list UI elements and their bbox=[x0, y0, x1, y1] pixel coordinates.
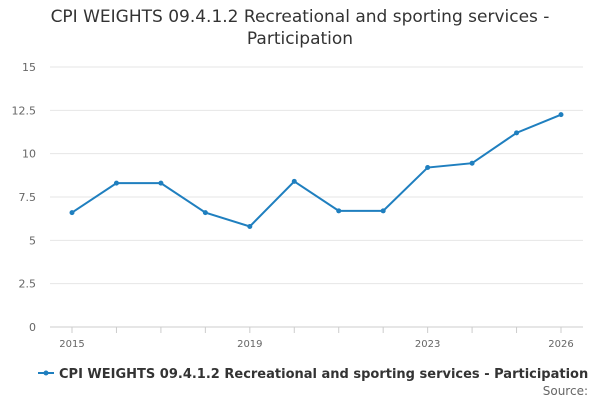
data-point bbox=[202, 210, 208, 216]
data-point bbox=[425, 165, 431, 171]
series-line-0 bbox=[71, 113, 562, 228]
y-tick-label: 7.5 bbox=[19, 191, 37, 204]
y-tick-label: 0 bbox=[29, 321, 36, 334]
chart-title-line-2: Participation bbox=[246, 29, 354, 49]
y-tick-label: 5 bbox=[29, 234, 36, 247]
x-tick-label: 2019 bbox=[237, 339, 262, 350]
data-point bbox=[514, 130, 520, 136]
data-point bbox=[336, 208, 342, 214]
x-tick-label: 2015 bbox=[59, 339, 84, 350]
data-point bbox=[291, 178, 297, 184]
data-point bbox=[158, 180, 164, 186]
data-point bbox=[247, 223, 253, 229]
data-point bbox=[113, 180, 119, 186]
data-point bbox=[380, 208, 386, 214]
y-tick-label: 12.5 bbox=[12, 104, 37, 117]
chart-title-line-1: CPI WEIGHTS 09.4.1.2 Recreational and sp… bbox=[50, 7, 550, 27]
data-point bbox=[558, 112, 564, 118]
y-tick-label: 2.5 bbox=[19, 278, 37, 291]
source-label: Source: bbox=[543, 384, 588, 398]
y-tick-label: 15 bbox=[22, 61, 36, 74]
x-tick-label: 2023 bbox=[415, 339, 440, 350]
chart-title: CPI WEIGHTS 09.4.1.2 Recreational and sp… bbox=[0, 6, 600, 50]
y-tick-label: 10 bbox=[22, 148, 36, 161]
legend-point-marker bbox=[43, 370, 49, 376]
legend-entry-label: CPI WEIGHTS 09.4.1.2 Recreational and sp… bbox=[59, 367, 588, 382]
data-point bbox=[469, 160, 475, 166]
x-tick-label: 2026 bbox=[548, 339, 573, 350]
data-point bbox=[69, 210, 75, 216]
